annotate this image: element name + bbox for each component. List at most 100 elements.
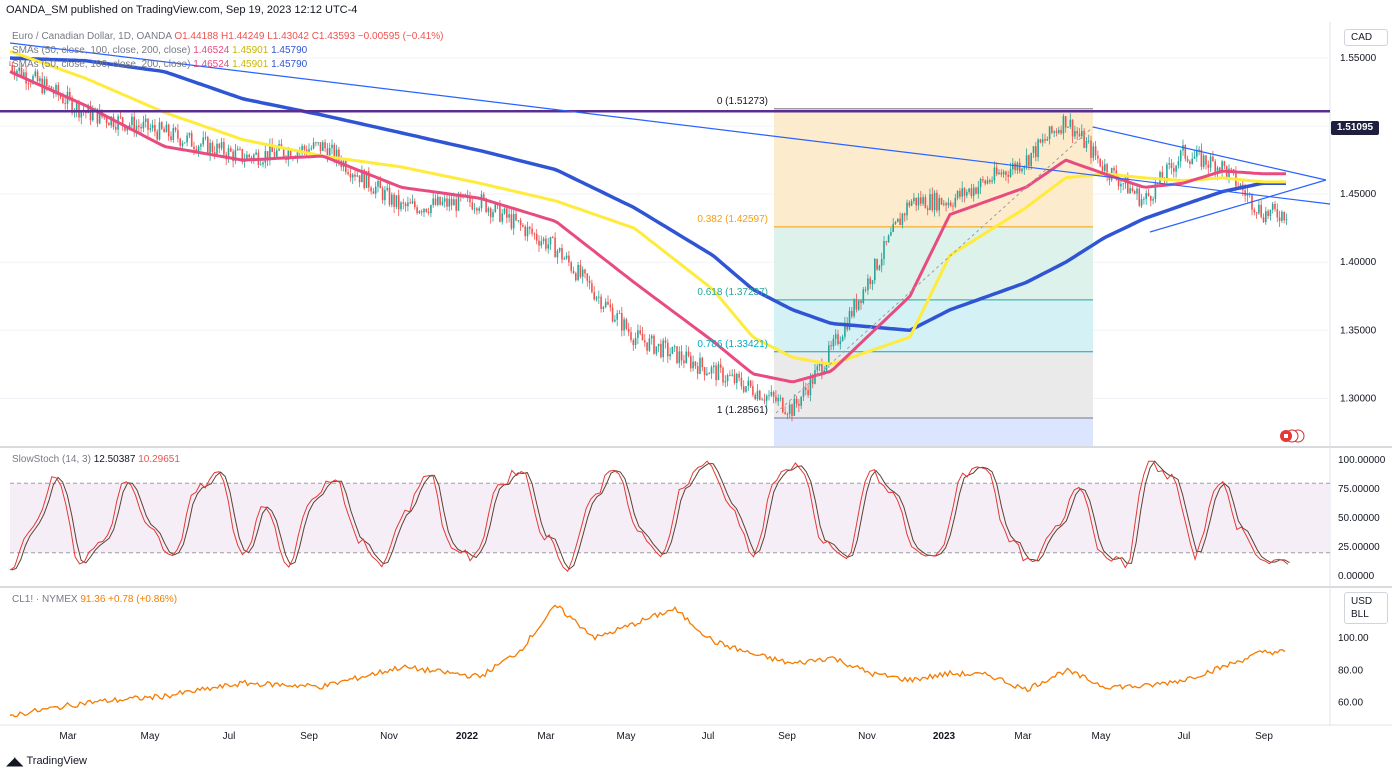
candle-body [977,187,980,194]
candle-body [1193,156,1196,159]
candle-body [186,135,188,143]
candle-body [538,240,540,246]
stoch-k-value: 12.50387 [93,454,136,465]
candle-body [469,195,471,203]
candle-body [770,391,773,396]
candle-body [972,187,975,196]
candle-body [312,142,315,149]
candle-body [639,330,641,334]
candle-body [331,144,333,149]
oil-legend[interactable]: CL1! · NYMEX 91.36 +0.78 (+0.86%) [12,594,177,605]
candle-body [319,142,322,151]
candle-body [791,404,793,416]
candle-body [384,189,386,201]
footer-brand[interactable]: ◢◣ TradingView [6,754,87,768]
sma-legend-row[interactable]: SMAs (50, close, 100, close, 200, close)… [12,44,443,58]
candle-body [1127,176,1129,194]
candle-body [140,127,142,129]
time-tick-label: Jul [1178,731,1191,742]
candle-body [1131,188,1134,191]
candle-body [255,152,257,155]
candle-body [443,198,446,202]
tradingview-logo-icon: ◢◣ [6,754,23,768]
trendline-drawings[interactable] [0,42,1331,414]
candle-body [1255,212,1258,214]
symbol-line[interactable]: Euro / Canadian Dollar, 1D, OANDA O1.441… [12,30,443,44]
candle-body [1228,168,1230,178]
candle-body [772,391,775,397]
candle-body [425,208,428,212]
stoch-legend[interactable]: SlowStoch (14, 3) 12.50387 10.29651 [12,454,180,465]
candle-body [96,108,99,124]
candle-body [1186,158,1189,162]
candle-body [708,373,710,375]
candle-body [890,232,892,236]
candle-body [699,357,701,374]
candle-body [982,179,984,181]
candle-body [966,192,968,196]
candle-body [933,192,936,211]
candle-body [133,116,135,133]
sma-legend-row[interactable]: SMAs (50, close, 100, close, 200, close)… [12,58,443,72]
candle-body [485,198,487,213]
oil-unit-button[interactable]: USD BLL [1344,592,1388,624]
candle-body [938,197,940,211]
time-axis: Mar May Jul Sep Nov 2022 Mar May Jul Sep Nov 2023 Ma… [59,731,1273,742]
candle-body [161,122,163,129]
candle-body [386,187,388,190]
candle-body [377,180,379,187]
candle-body [1262,217,1265,223]
candle-body [1000,172,1003,175]
price-tick-label: 1.45000 [1340,189,1377,200]
long-downtrend-line [9,42,1331,205]
oil-tick-label: 100.00 [1338,633,1369,644]
candle-body [851,311,853,317]
candle-body [1041,139,1044,143]
candle-body [993,167,996,181]
flag-marker-icon[interactable] [1280,429,1305,443]
oil-legend-label: CL1! · NYMEX [12,594,78,605]
oil-panel: 100.00 80.00 60.00 [9,604,1369,718]
candle-body [273,152,276,157]
candle-body [478,208,480,211]
price-legend: Euro / Canadian Dollar, 1D, OANDA O1.441… [12,30,443,72]
candle-body [349,174,352,178]
candle-body [648,338,651,351]
candle-body [788,404,791,414]
candle-body [632,340,635,346]
candle-body [1094,146,1097,156]
candle-body [795,398,798,404]
candle-body [575,273,577,281]
time-tick-label: 2022 [456,731,479,742]
candle-body [830,345,832,347]
candle-body [1081,130,1083,137]
candle-body [600,296,602,309]
fib-label: 0.618 (1.37237) [697,287,768,298]
candle-body [326,148,329,160]
candle-body [1271,203,1274,210]
currency-button[interactable]: CAD [1344,29,1388,46]
candle-body [922,197,924,204]
candle-body [713,365,715,368]
candle-body [1085,141,1088,148]
candle-body [512,213,515,229]
oil-tick-label: 80.00 [1338,665,1363,676]
candle-body [200,144,202,147]
candle-body [98,109,101,124]
candle-body [193,146,195,150]
candle-body [673,346,676,348]
candle-body [558,248,561,251]
candle-body [623,319,625,331]
fib-retracement-zones[interactable] [774,108,1093,446]
candle-body [223,141,225,155]
candle-body [1136,188,1138,194]
candle-body [1113,167,1115,171]
candle-body [423,208,425,213]
triangle-upper-line [1092,126,1327,181]
candle-body [282,148,285,157]
candle-body [381,188,384,201]
candle-body [1198,149,1200,151]
candle-body [802,387,805,397]
candle-body [805,387,807,390]
